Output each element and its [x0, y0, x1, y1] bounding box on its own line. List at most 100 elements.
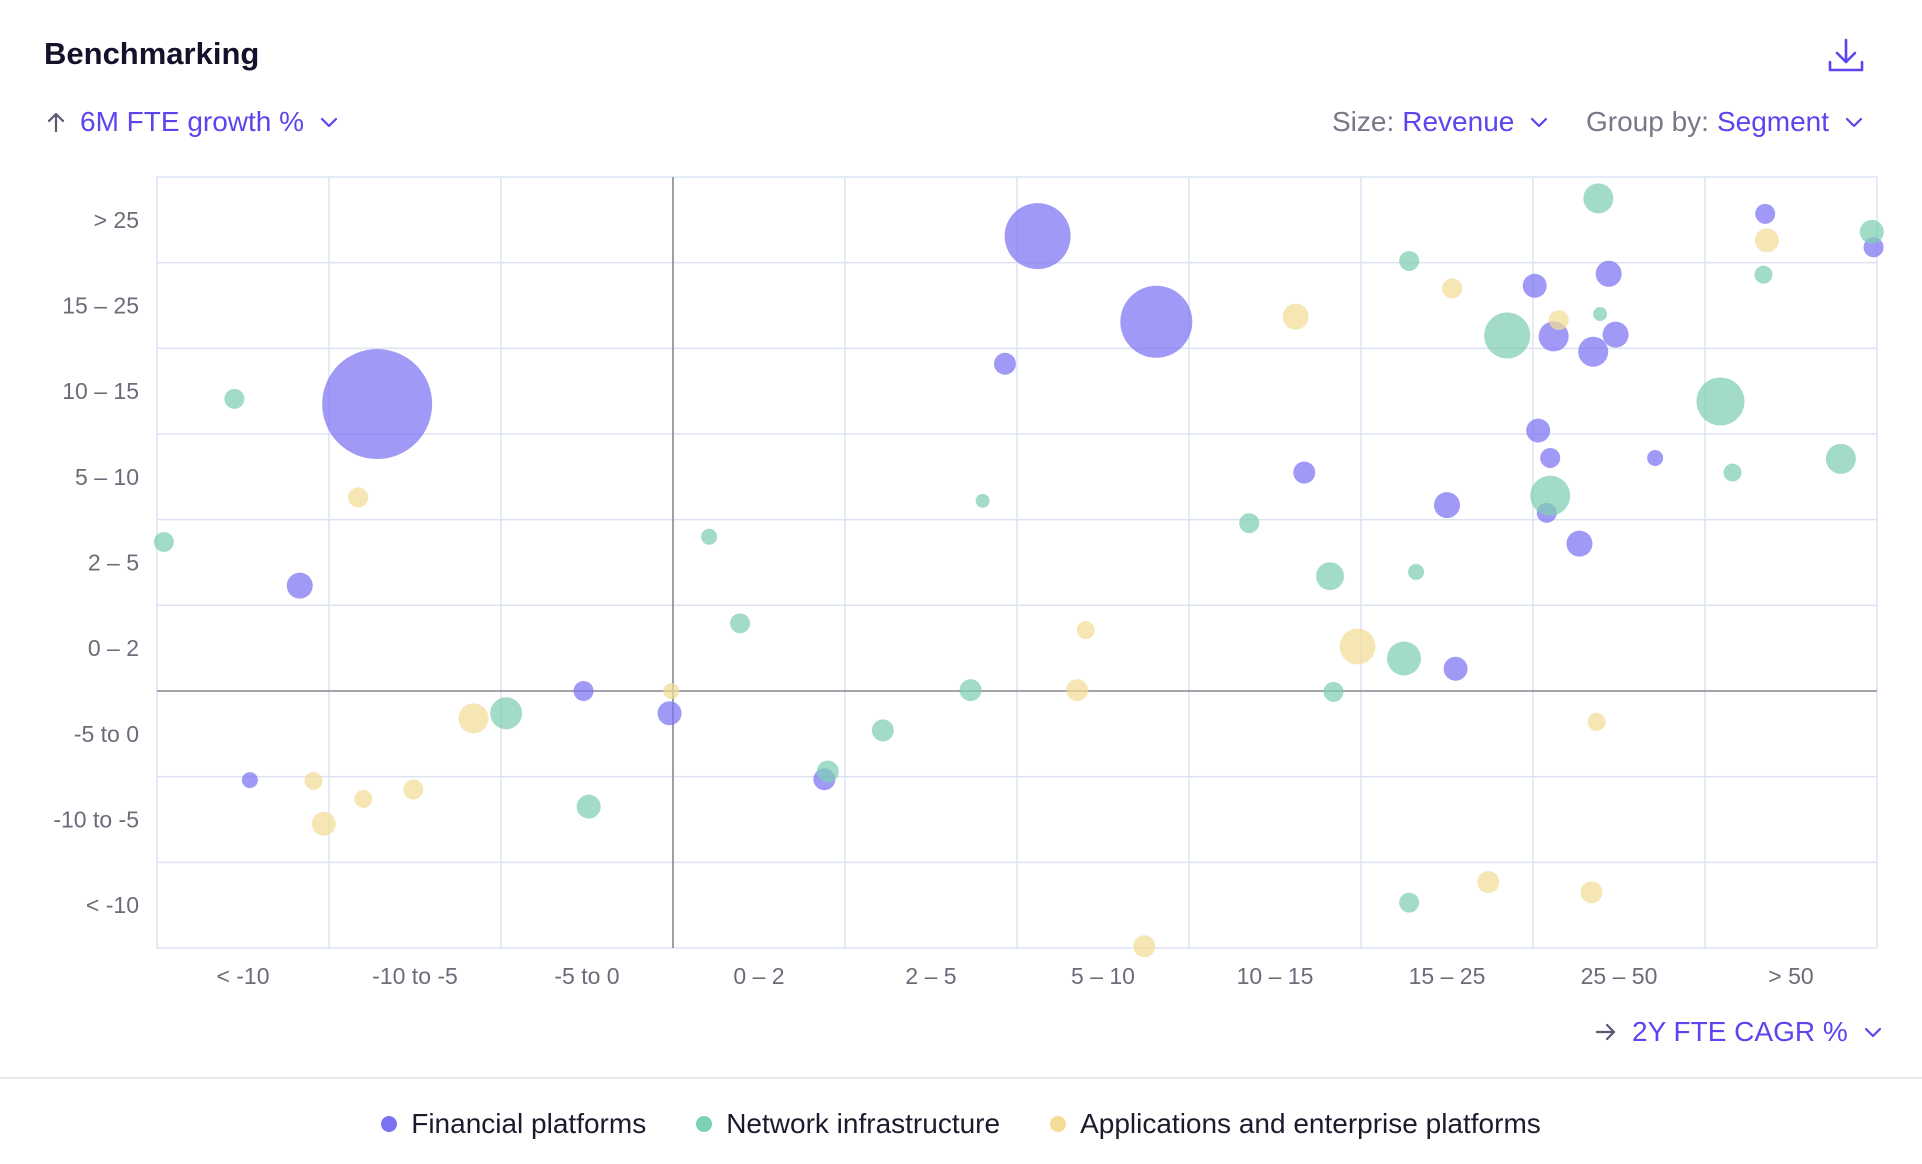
bubble-applications-and-enterprise-platforms	[1580, 881, 1603, 904]
chevron-down-icon	[318, 111, 340, 133]
size-value: Revenue	[1402, 106, 1515, 137]
bubble-network-infrastructure	[1239, 513, 1260, 534]
chevron-down-icon	[1843, 111, 1865, 133]
bubble-network-infrastructure	[1859, 219, 1884, 244]
legend-label: Financial platforms	[411, 1108, 647, 1139]
bubble-financial-platforms	[286, 572, 313, 599]
bubble-applications-and-enterprise-platforms	[354, 789, 373, 808]
y-tick-label: < -10	[86, 892, 139, 918]
bubble-financial-platforms	[573, 681, 594, 701]
legend-marker	[381, 1116, 398, 1132]
bubble-financial-platforms	[1434, 492, 1460, 519]
bubble-applications-and-enterprise-platforms	[1076, 621, 1095, 640]
legend-item-network-infrastructure[interactable]: Network infrastructure	[696, 1108, 1000, 1140]
bubble-financial-platforms	[993, 352, 1016, 375]
bubble-network-infrastructure	[1723, 463, 1742, 482]
legend-item-financial-platforms[interactable]: Financial platforms	[381, 1108, 646, 1140]
bubble-applications-and-enterprise-platforms	[458, 703, 489, 734]
bubble-network-infrastructure	[1696, 377, 1745, 426]
bubble-applications-and-enterprise-platforms	[1066, 679, 1089, 702]
bubble-financial-platforms	[322, 349, 433, 460]
bubble-financial-platforms	[1755, 203, 1776, 224]
y-tick-label: 2 – 5	[88, 550, 139, 576]
bubble-network-infrastructure	[1754, 265, 1773, 284]
x-tick-label: 25 – 50	[1581, 963, 1658, 989]
x-metric-label: 2Y FTE CAGR %	[1632, 1016, 1848, 1047]
x-tick-label: 10 – 15	[1237, 963, 1314, 989]
bubble-financial-platforms	[1293, 461, 1316, 484]
bubble-network-infrastructure	[1530, 475, 1571, 516]
bubble-network-infrastructure	[576, 794, 601, 819]
bubble-applications-and-enterprise-platforms	[304, 771, 323, 790]
bubble-network-infrastructure	[730, 613, 751, 634]
size-label: Size:	[1332, 106, 1395, 137]
bubble-financial-platforms	[1578, 336, 1609, 367]
chart-legend: Financial platforms Network infrastructu…	[0, 1108, 1922, 1140]
panel-title: Benchmarking	[44, 36, 260, 71]
y-tick-label: -5 to 0	[74, 721, 139, 747]
bubble-financial-platforms	[1602, 321, 1629, 348]
x-tick-label: > 50	[1768, 963, 1813, 989]
bubble-applications-and-enterprise-platforms	[1587, 712, 1606, 731]
bubble-financial-platforms	[1526, 418, 1551, 443]
bubble-applications-and-enterprise-platforms	[1133, 935, 1156, 958]
bubble-network-infrastructure	[1399, 250, 1420, 271]
bubble-financial-platforms	[1647, 449, 1664, 466]
bubble-financial-platforms	[1522, 273, 1547, 298]
bubble-network-infrastructure	[1408, 563, 1425, 580]
x-tick-label: -10 to -5	[372, 963, 458, 989]
x-metric-selector[interactable]: 2Y FTE CAGR %	[1594, 1016, 1884, 1048]
bubble-applications-and-enterprise-platforms	[403, 779, 424, 800]
bubble-network-infrastructure	[871, 719, 894, 742]
bubble-applications-and-enterprise-platforms	[1754, 228, 1779, 253]
legend-item-applications-and-enterprise-platforms[interactable]: Applications and enterprise platforms	[1050, 1108, 1541, 1140]
y-tick-label: > 25	[94, 207, 139, 233]
bubble-network-infrastructure	[959, 679, 982, 702]
bubble-applications-and-enterprise-platforms	[1442, 278, 1463, 299]
bubble-network-infrastructure	[1323, 681, 1344, 702]
arrow-right-icon	[1594, 1020, 1618, 1044]
bubble-network-infrastructure	[224, 388, 245, 409]
bubble-applications-and-enterprise-platforms	[1282, 303, 1309, 330]
group-by-value: Segment	[1716, 106, 1830, 137]
bubble-network-infrastructure	[816, 760, 839, 783]
download-icon	[1828, 38, 1864, 72]
y-tick-label: 15 – 25	[62, 293, 139, 319]
bubble-applications-and-enterprise-platforms	[1477, 871, 1500, 894]
bubble-financial-platforms	[1120, 285, 1193, 358]
bubble-network-infrastructure	[1316, 562, 1345, 591]
group-by-selector[interactable]: Group by: Segment	[1586, 106, 1865, 138]
bubble-network-infrastructure	[701, 528, 718, 545]
bubble-applications-and-enterprise-platforms	[1548, 310, 1569, 331]
bubble-applications-and-enterprise-platforms	[663, 683, 680, 699]
y-tick-label: 0 – 2	[88, 635, 139, 661]
legend-label: Applications and enterprise platforms	[1080, 1108, 1541, 1139]
bubble-network-infrastructure	[1825, 443, 1856, 474]
bubble-network-infrastructure	[1593, 307, 1608, 322]
x-tick-label: 5 – 10	[1071, 963, 1135, 989]
divider	[0, 1077, 1922, 1079]
x-tick-label: < -10	[216, 963, 269, 989]
x-tick-label: 2 – 5	[905, 963, 956, 989]
bubble-financial-platforms	[1566, 530, 1593, 557]
size-selector[interactable]: Size: Revenue	[1332, 106, 1550, 138]
bubble-applications-and-enterprise-platforms	[348, 487, 369, 508]
chevron-down-icon	[1528, 111, 1550, 133]
bubble-financial-platforms	[1540, 447, 1561, 468]
bubble-financial-platforms	[1595, 260, 1622, 287]
chevron-down-icon	[1862, 1021, 1884, 1043]
bubble-network-infrastructure	[1387, 641, 1421, 676]
bubble-network-infrastructure	[975, 493, 990, 508]
download-button[interactable]	[1826, 36, 1866, 76]
bubble-network-infrastructure	[153, 531, 174, 552]
bubble-applications-and-enterprise-platforms	[311, 811, 336, 836]
bubble-financial-platforms	[657, 701, 682, 726]
y-metric-label: 6M FTE growth %	[80, 106, 305, 137]
y-tick-label: -10 to -5	[53, 807, 139, 833]
y-metric-selector[interactable]: 6M FTE growth %	[44, 106, 340, 138]
bubble-network-infrastructure	[1484, 312, 1531, 359]
arrow-up-icon	[44, 110, 68, 134]
y-tick-label: 10 – 15	[62, 378, 139, 404]
group-by-label: Group by:	[1586, 106, 1709, 137]
legend-label: Network infrastructure	[726, 1108, 1001, 1139]
